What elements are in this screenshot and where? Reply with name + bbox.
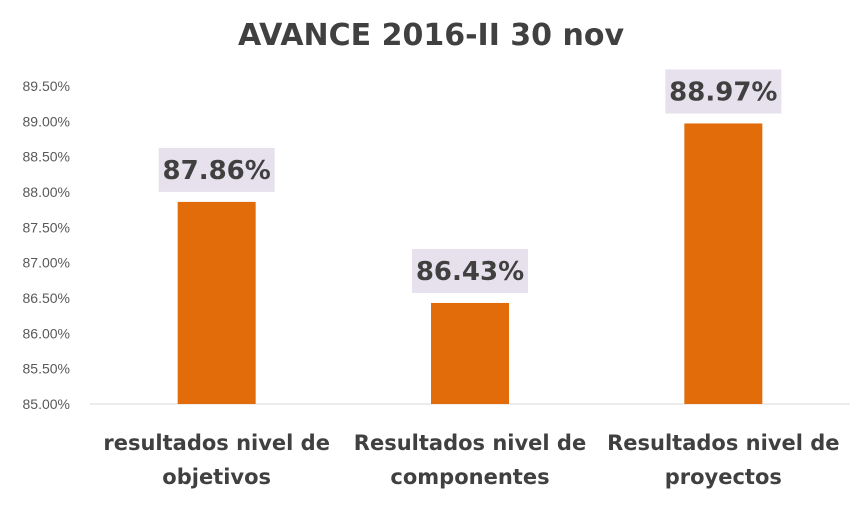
category-label: objetivos bbox=[162, 465, 271, 489]
y-tick-label: 87.00% bbox=[23, 255, 70, 271]
category-label: Resultados nivel de bbox=[354, 431, 586, 455]
y-tick-label: 86.00% bbox=[23, 325, 70, 341]
data-label: 86.43% bbox=[416, 257, 524, 287]
y-tick-label: 89.00% bbox=[23, 113, 70, 129]
category-label: proyectos bbox=[665, 465, 782, 489]
data-label-bg bbox=[158, 147, 275, 192]
y-tick-label: 85.50% bbox=[23, 361, 70, 377]
y-tick-label: 88.00% bbox=[23, 184, 70, 200]
category-label: Resultados nivel de bbox=[607, 431, 839, 455]
bar bbox=[177, 201, 256, 404]
category-label: componentes bbox=[390, 465, 549, 489]
chart-title: AVANCE 2016-II 30 nov bbox=[237, 18, 625, 53]
data-label: 88.97% bbox=[669, 77, 777, 107]
data-label-bg bbox=[665, 69, 782, 114]
bar bbox=[431, 302, 509, 404]
y-tick-label: 86.50% bbox=[23, 290, 70, 306]
data-label-bg bbox=[412, 248, 528, 293]
y-tick-label: 89.50% bbox=[23, 78, 70, 94]
y-tick-label: 87.50% bbox=[23, 219, 70, 235]
y-tick-label: 85.00% bbox=[23, 396, 70, 412]
data-label: 87.86% bbox=[163, 156, 271, 186]
category-label: resultados nivel de bbox=[103, 431, 330, 455]
bar bbox=[684, 123, 763, 404]
y-tick-label: 88.50% bbox=[23, 149, 70, 165]
